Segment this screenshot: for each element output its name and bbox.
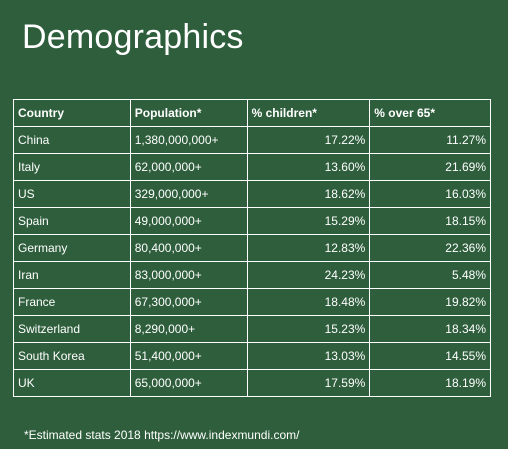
header-population: Population*	[129, 99, 248, 127]
population-cell: 65,000,000+	[129, 369, 248, 397]
demographics-table: Country Population* % children* % over 6…	[13, 99, 491, 397]
table-row: France 67,300,000+ 18.48% 19.82%	[13, 288, 491, 316]
over-65-percent-cell: 14.55%	[369, 342, 491, 370]
table-row: China 1,380,000,000+ 17.22% 11.27%	[13, 126, 491, 154]
children-percent-cell: 15.29%	[246, 207, 371, 235]
country-cell: Germany	[13, 234, 131, 262]
children-percent-cell: 18.48%	[246, 288, 371, 316]
population-cell: 329,000,000+	[129, 180, 248, 208]
country-cell: Italy	[13, 153, 131, 181]
country-cell: China	[13, 126, 131, 154]
header-country: Country	[13, 99, 131, 127]
children-percent-cell: 12.83%	[246, 234, 371, 262]
over-65-percent-cell: 18.34%	[369, 315, 491, 343]
over-65-percent-cell: 19.82%	[369, 288, 491, 316]
over-65-percent-cell: 21.69%	[369, 153, 491, 181]
over-65-percent-cell: 16.03%	[369, 180, 491, 208]
country-cell: Switzerland	[13, 315, 131, 343]
country-cell: UK	[13, 369, 131, 397]
table-row: Italy 62,000,000+ 13.60% 21.69%	[13, 153, 491, 181]
population-cell: 62,000,000+	[129, 153, 248, 181]
slide-title: Demographics	[22, 18, 244, 56]
table-row: Germany 80,400,000+ 12.83% 22.36%	[13, 234, 491, 262]
population-cell: 67,300,000+	[129, 288, 248, 316]
population-cell: 8,290,000+	[129, 315, 248, 343]
over-65-percent-cell: 22.36%	[369, 234, 491, 262]
country-cell: Spain	[13, 207, 131, 235]
children-percent-cell: 15.23%	[246, 315, 371, 343]
children-percent-cell: 13.60%	[246, 153, 371, 181]
over-65-percent-cell: 18.19%	[369, 369, 491, 397]
table-header-row: Country Population* % children* % over 6…	[13, 99, 491, 127]
table-row: Iran 83,000,000+ 24.23% 5.48%	[13, 261, 491, 289]
country-cell: US	[13, 180, 131, 208]
population-cell: 83,000,000+	[129, 261, 248, 289]
table-row: Switzerland 8,290,000+ 15.23% 18.34%	[13, 315, 491, 343]
children-percent-cell: 24.23%	[246, 261, 371, 289]
country-cell: France	[13, 288, 131, 316]
children-percent-cell: 13.03%	[246, 342, 371, 370]
table-row: UK 65,000,000+ 17.59% 18.19%	[13, 369, 491, 397]
footnote: *Estimated stats 2018 https://www.indexm…	[24, 428, 300, 442]
table-body: China 1,380,000,000+ 17.22% 11.27% Italy 62,0…	[13, 126, 491, 397]
country-cell: South Korea	[13, 342, 131, 370]
header-percent-children: % children*	[246, 99, 371, 127]
table-row: Spain 49,000,000+ 15.29% 18.15%	[13, 207, 491, 235]
over-65-percent-cell: 11.27%	[369, 126, 491, 154]
over-65-percent-cell: 18.15%	[369, 207, 491, 235]
children-percent-cell: 17.59%	[246, 369, 371, 397]
country-cell: Iran	[13, 261, 131, 289]
population-cell: 51,400,000+	[129, 342, 248, 370]
population-cell: 49,000,000+	[129, 207, 248, 235]
over-65-percent-cell: 5.48%	[369, 261, 491, 289]
children-percent-cell: 17.22%	[246, 126, 371, 154]
header-percent-over-65: % over 65*	[369, 99, 491, 127]
table-row: US 329,000,000+ 18.62% 16.03%	[13, 180, 491, 208]
population-cell: 1,380,000,000+	[129, 126, 248, 154]
population-cell: 80,400,000+	[129, 234, 248, 262]
table-row: South Korea 51,400,000+ 13.03% 14.55%	[13, 342, 491, 370]
children-percent-cell: 18.62%	[246, 180, 371, 208]
